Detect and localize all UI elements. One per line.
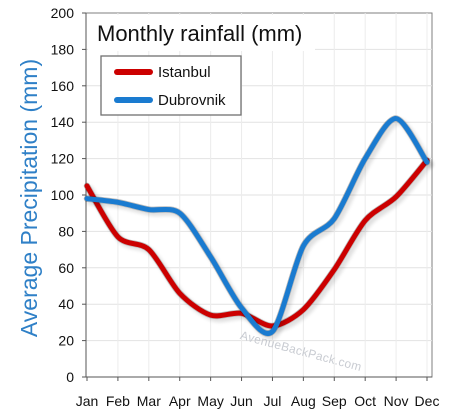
x-tick-label-jan: Jan bbox=[76, 393, 99, 409]
y-tick-label-40: 40 bbox=[58, 296, 74, 312]
legend-label-dubrovnik: Dubrovnik bbox=[158, 92, 226, 109]
series-layer bbox=[83, 115, 431, 337]
y-tick-label-60: 60 bbox=[58, 260, 74, 276]
y-tick-label-20: 20 bbox=[58, 333, 74, 349]
legend-label-istanbul: Istanbul bbox=[158, 64, 211, 81]
chart-title: Monthly rainfall (mm) bbox=[97, 21, 302, 46]
x-tick-label-apr: Apr bbox=[169, 393, 191, 409]
axes bbox=[82, 12, 432, 381]
x-tick-label-jun: Jun bbox=[230, 393, 253, 409]
series-line-dubrovnik bbox=[84, 116, 430, 336]
y-tick-label-0: 0 bbox=[66, 369, 74, 385]
y-tick-label-120: 120 bbox=[51, 151, 75, 167]
y-tick-label-140: 140 bbox=[51, 114, 75, 130]
y-axis-label: Average Precipitation (mm) bbox=[16, 59, 42, 337]
x-tick-label-mar: Mar bbox=[137, 393, 161, 409]
y-tick-label-100: 100 bbox=[51, 187, 75, 203]
x-tick-label-sep: Sep bbox=[322, 393, 347, 409]
x-tick-label-nov: Nov bbox=[384, 393, 409, 409]
x-tick-label-aug: Aug bbox=[291, 393, 316, 409]
x-tick-label-oct: Oct bbox=[354, 393, 376, 409]
series-line-istanbul bbox=[84, 157, 430, 329]
title-layer: Monthly rainfall (mm) Istanbul Dubrovnik bbox=[88, 15, 315, 116]
label-layer: 0 20 40 60 80 100 120 140 160 180 200 Jan Feb Mar Apr M… bbox=[16, 5, 439, 409]
legend-box bbox=[100, 55, 242, 116]
y-tick-label-160: 160 bbox=[51, 78, 75, 94]
x-tick-label-jul: Jul bbox=[264, 393, 282, 409]
x-tick-label-dec: Dec bbox=[415, 393, 440, 409]
x-tick-label-feb: Feb bbox=[106, 393, 130, 409]
chart-title-background bbox=[88, 15, 315, 51]
y-tick-label-200: 200 bbox=[51, 5, 75, 21]
y-tick-label-180: 180 bbox=[51, 41, 75, 57]
chart-legend: Istanbul Dubrovnik bbox=[100, 55, 242, 116]
y-tick-label-80: 80 bbox=[58, 223, 74, 239]
x-tick-label-may: May bbox=[197, 393, 223, 409]
